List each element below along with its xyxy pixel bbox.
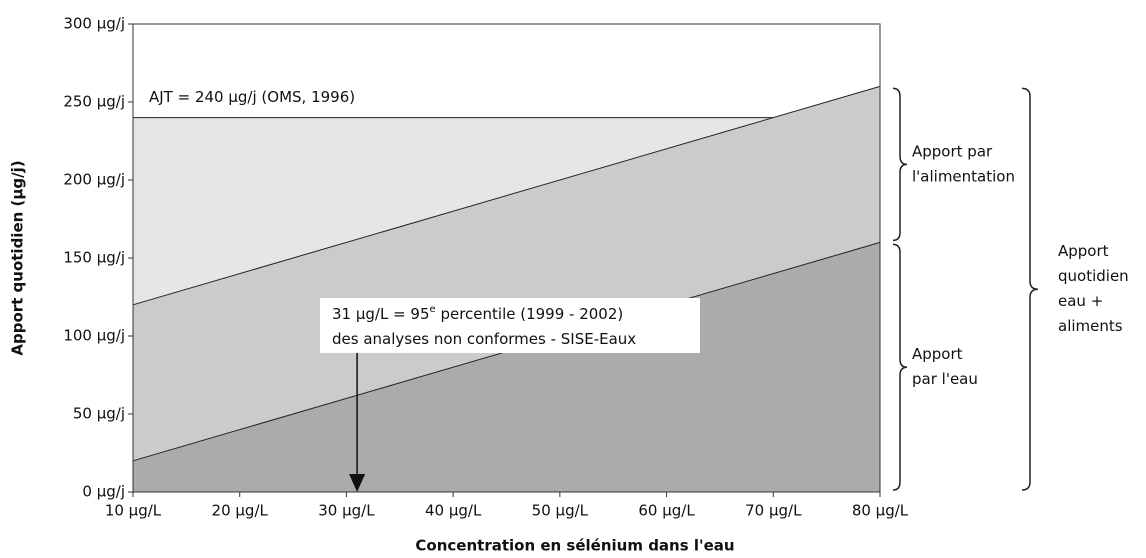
series-label: l'alimentation [912,167,1015,185]
y-tick-label: 150 µg/j [63,249,125,267]
annotation-text: 31 µg/L = 95e percentile (1999 - 2002) [332,304,623,323]
y-tick-label: 200 µg/j [63,171,125,189]
total-label: quotidien [1058,267,1129,285]
total-label: Apport [1058,242,1109,260]
brace [892,243,908,491]
total-label: eau + [1058,292,1103,310]
series-label: Apport [912,345,963,363]
brace [1021,87,1039,491]
series-label: Apport par [912,142,993,160]
total-label: aliments [1058,317,1123,335]
x-tick-label: 60 µg/L [638,502,695,520]
x-tick-label: 30 µg/L [318,502,375,520]
y-tick-label: 100 µg/j [63,327,125,345]
annotation-arrowhead [349,474,366,492]
annotation-text-part: 31 µg/L = 95 [332,305,430,323]
annotation-text-part: e [430,304,436,315]
series-label: par l'eau [912,370,978,388]
annotation-box [320,298,700,353]
y-axis-label: Apport quotidien (µg/j) [9,160,27,355]
x-tick-label: 20 µg/L [212,502,269,520]
y-tick-label: 50 µg/j [73,405,125,423]
y-tick-label: 0 µg/j [82,483,125,501]
annotation-text-part: des analyses non conformes - SISE-Eaux [332,330,636,348]
area [133,86,880,461]
x-axis-label: Concentration en sélénium dans l'eau [415,537,734,555]
y-tick-label: 250 µg/j [63,93,125,111]
x-tick-label: 10 µg/L [105,502,162,520]
x-tick-label: 50 µg/L [532,502,589,520]
x-tick-label: 70 µg/L [745,502,802,520]
reference-label: AJT = 240 µg/j (OMS, 1996) [149,88,355,106]
x-tick-label: 80 µg/L [852,502,909,520]
annotation-text: des analyses non conformes - SISE-Eaux [332,330,636,348]
brace [892,87,908,242]
x-tick-label: 40 µg/L [425,502,482,520]
line [132,85,881,306]
annotation-text-part: percentile (1999 - 2002) [436,305,624,323]
y-tick-label: 300 µg/j [63,15,125,33]
